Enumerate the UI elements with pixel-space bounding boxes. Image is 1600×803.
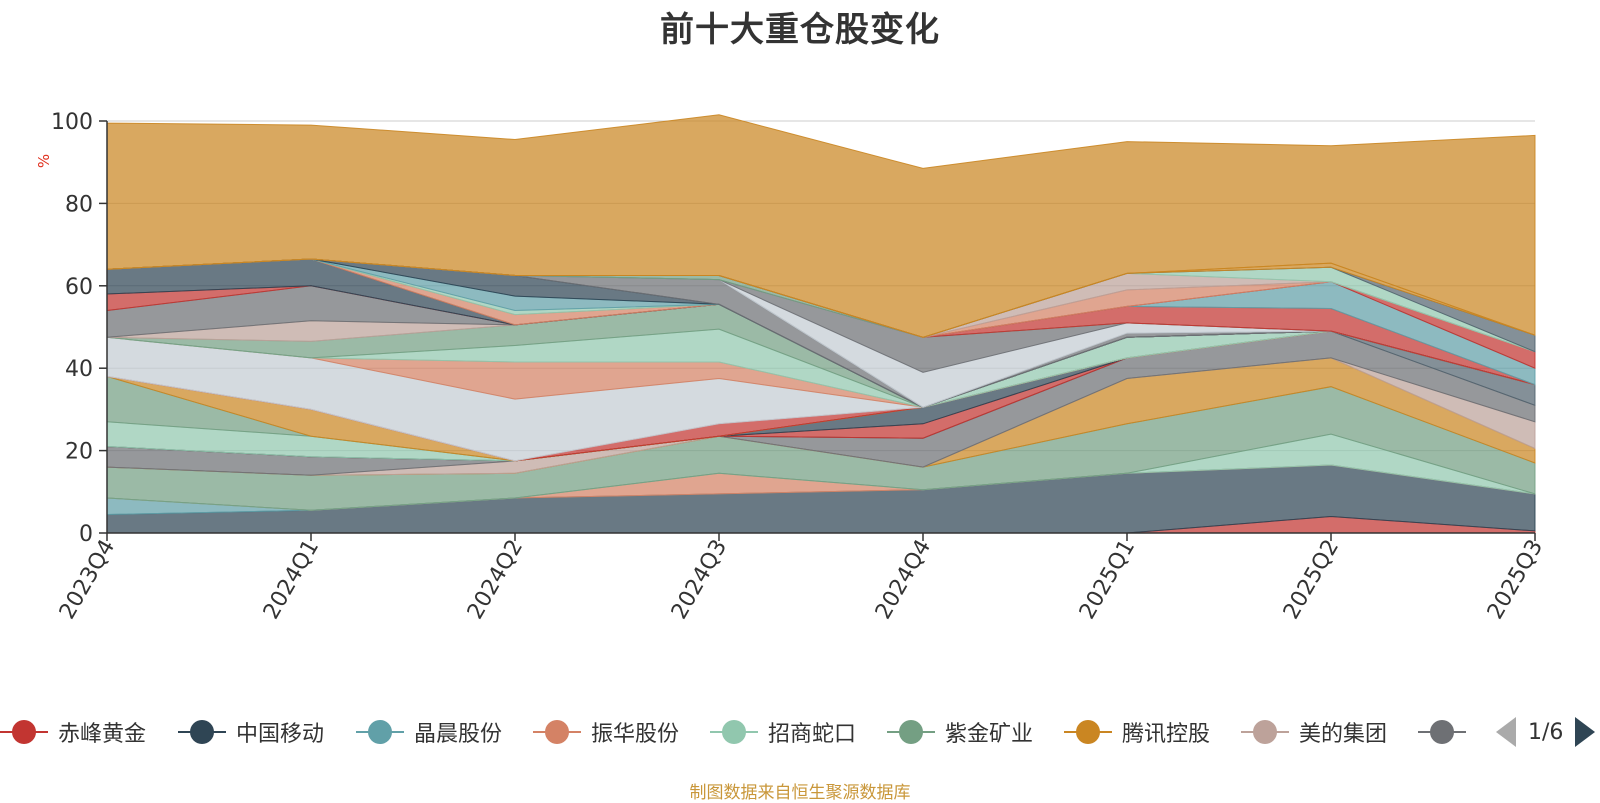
legend-marker-icon: [1241, 712, 1289, 752]
legend-label: 招商蛇口: [768, 722, 857, 747]
legend-page-indicator: 1/6: [1528, 719, 1564, 745]
x-tick-label: 2024Q1: [259, 536, 324, 624]
x-tick-label: 2023Q4: [55, 536, 120, 624]
y-tick-label: 60: [65, 275, 93, 300]
legend-label: 晶晨股份: [414, 722, 503, 747]
area-series-44[interactable]: [106, 114, 1536, 338]
legend-marker-icon: [1064, 712, 1112, 752]
legend-items: 赤峰黄金 中国移动 晶晨股份 振华股份 招商蛇口 紫金矿业 腾讯控股 美的集团: [0, 712, 1468, 752]
legend-marker-icon: [887, 712, 935, 752]
legend-label: 中国移动: [236, 722, 325, 747]
x-tick-label: 2025Q3: [1483, 536, 1548, 624]
legend-marker-icon: [710, 712, 758, 752]
legend-marker-icon: [0, 712, 48, 752]
x-tick-label: 2025Q1: [1075, 536, 1140, 624]
legend-item[interactable]: 赤峰黄金: [0, 712, 146, 752]
legend-label: 振华股份: [591, 722, 680, 747]
legend: 赤峰黄金 中国移动 晶晨股份 振华股份 招商蛇口 紫金矿业 腾讯控股 美的集团 1/6: [0, 712, 1600, 752]
legend-prev-page-icon[interactable]: [1496, 717, 1516, 747]
y-tick-label: 0: [79, 522, 93, 547]
legend-label: 腾讯控股: [1122, 722, 1211, 747]
legend-item[interactable]: 紫金矿业: [887, 712, 1033, 752]
legend-label: 赤峰黄金: [58, 722, 147, 747]
y-tick-label: 40: [65, 357, 93, 382]
legend-next-page-icon[interactable]: [1575, 717, 1596, 747]
y-tick-label: 100: [51, 110, 93, 135]
legend-item[interactable]: 中国移动: [178, 712, 324, 752]
legend-item[interactable]: [1418, 712, 1468, 752]
legend-marker-icon: [1418, 712, 1466, 752]
legend-label: 美的集团: [1299, 722, 1388, 747]
legend-item[interactable]: 振华股份: [533, 712, 679, 752]
x-tick-label: 2024Q2: [463, 536, 528, 624]
stacked-area-chart: 0 20 40 60 80 100% 2023Q4 2024Q1 2024Q2 2024Q3 202…: [35, 110, 1548, 624]
y-tick-label: 80: [65, 192, 93, 217]
x-tick-label: 2024Q3: [667, 536, 732, 624]
legend-marker-icon: [178, 712, 226, 752]
legend-label: 紫金矿业: [945, 722, 1034, 747]
legend-item[interactable]: 腾讯控股: [1064, 712, 1210, 752]
legend-marker-icon: [356, 712, 404, 752]
legend-item[interactable]: 美的集团: [1241, 712, 1387, 752]
x-tick-label: 2025Q2: [1279, 536, 1344, 624]
legend-pager: 1/6: [1496, 712, 1596, 752]
legend-marker-icon: [533, 712, 581, 752]
y-tick-label: 20: [65, 440, 93, 465]
x-tick-label: 2024Q4: [871, 536, 936, 624]
chart-title: 前十大重仓股变化: [660, 10, 940, 50]
legend-item[interactable]: 晶晨股份: [356, 712, 502, 752]
y-axis-label: %: [35, 154, 53, 168]
source-note: 制图数据来自恒生聚源数据库: [689, 783, 911, 803]
legend-item[interactable]: 招商蛇口: [710, 712, 856, 752]
